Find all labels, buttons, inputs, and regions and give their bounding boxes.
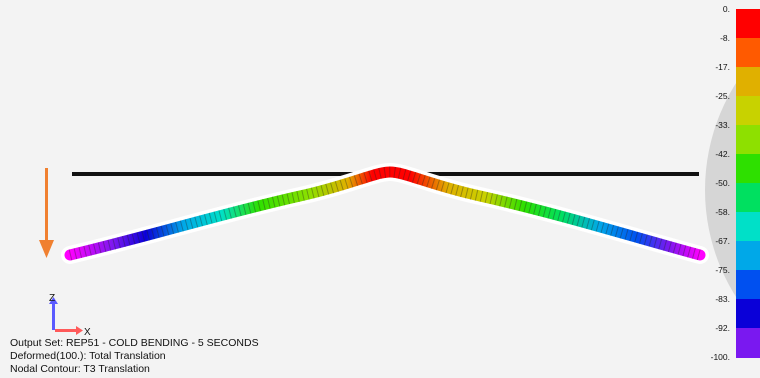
legend-swatch bbox=[736, 241, 760, 271]
legend-label: 0. bbox=[722, 4, 730, 14]
legend-label: -67. bbox=[715, 236, 730, 246]
legend-label: -83. bbox=[715, 294, 730, 304]
legend-swatch bbox=[736, 299, 760, 329]
legend-swatch bbox=[736, 67, 760, 97]
legend-label: -100. bbox=[710, 352, 730, 362]
legend-label: -25. bbox=[715, 91, 730, 101]
legend-label: -42. bbox=[715, 149, 730, 159]
legend-swatch bbox=[736, 270, 760, 300]
legend-swatch bbox=[736, 154, 760, 184]
contour-label: Nodal Contour: T3 Translation bbox=[10, 363, 150, 375]
legend-label: -8. bbox=[720, 33, 730, 43]
legend-label: -58. bbox=[715, 207, 730, 217]
output-set-label: Output Set: REP51 - COLD BENDING - 5 SEC… bbox=[10, 337, 259, 349]
beam-mesh-lines bbox=[68, 166, 702, 261]
legend-swatch bbox=[736, 328, 760, 358]
legend-label: -75. bbox=[715, 265, 730, 275]
axis-x-label: X bbox=[84, 327, 91, 338]
deformed-label: Deformed(100.): Total Translation bbox=[10, 350, 166, 362]
axes-triad: Z X bbox=[49, 293, 91, 338]
legend-swatch bbox=[736, 183, 760, 213]
axis-z-label: Z bbox=[49, 293, 55, 304]
legend-label: -17. bbox=[715, 62, 730, 72]
legend-label: -50. bbox=[715, 178, 730, 188]
legend-label: -92. bbox=[715, 323, 730, 333]
legend-swatch bbox=[736, 96, 760, 126]
legend-label: -33. bbox=[715, 120, 730, 130]
load-arrow bbox=[39, 168, 54, 258]
legend-swatch bbox=[736, 125, 760, 155]
legend-swatch bbox=[736, 9, 760, 39]
legend-swatch bbox=[736, 38, 760, 68]
legend-swatch bbox=[736, 212, 760, 242]
deformed-beam bbox=[64, 166, 706, 261]
beam-halo bbox=[61, 162, 709, 264]
